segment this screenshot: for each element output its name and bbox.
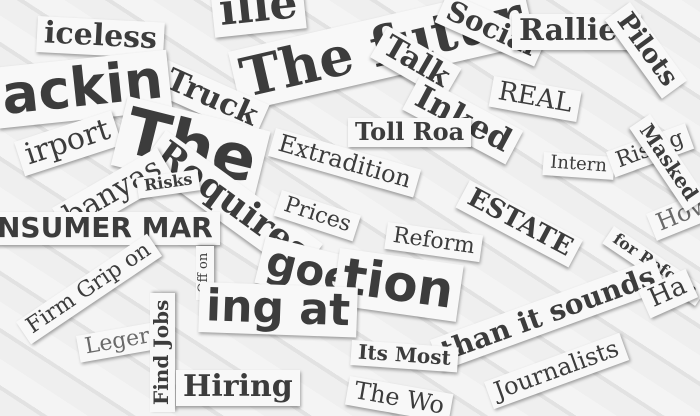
clipping-consumer-market: NSUMER MAR bbox=[0, 212, 220, 246]
clipping-real: REAL bbox=[488, 76, 582, 123]
clipping-ille: ille bbox=[210, 0, 307, 38]
clipping-than-it-sounds: than it sounds bbox=[430, 258, 667, 372]
clipping-find-jobs: Find Jobs bbox=[149, 292, 175, 412]
clipping-pilots: Pilots bbox=[604, 2, 688, 100]
clipping-hiring: Hiring bbox=[176, 370, 300, 406]
clipping-leger: Leger bbox=[76, 322, 159, 363]
clipping-the-world: The Wo bbox=[344, 376, 454, 416]
clipping-toll-road: Toll Roa bbox=[348, 118, 472, 148]
clipping-ing-at: ing at bbox=[198, 280, 358, 338]
clipping-intern: Intern bbox=[542, 151, 615, 180]
clipping-its-most: Its Most bbox=[350, 339, 459, 373]
